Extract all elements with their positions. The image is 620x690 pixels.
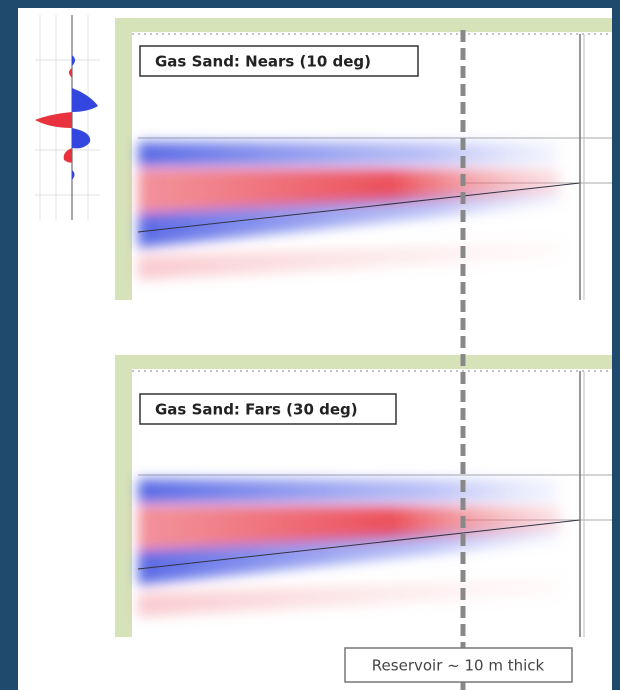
panel-label: Gas Sand: Nears (10 deg) — [155, 53, 371, 71]
figure: Gas Sand: Nears (10 deg) Gas Sand: Fars … — [0, 0, 620, 690]
annotation: Reservoir ~ 10 m thick — [372, 657, 545, 675]
panel-label: Gas Sand: Fars (30 deg) — [155, 401, 358, 419]
